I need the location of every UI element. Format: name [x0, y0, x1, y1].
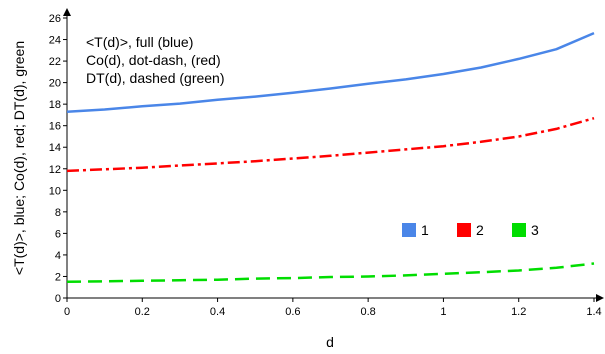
x-tick-label: 0.6: [285, 306, 300, 318]
y-tick-label: 4: [55, 250, 61, 262]
annotation-dt: DT(d), dashed (green): [86, 70, 225, 86]
annotation-t: <T(d)>, full (blue): [86, 34, 193, 50]
y-tick-label: 0: [55, 293, 61, 305]
x-axis-arrow-icon: [596, 294, 604, 302]
x-tick-label: 1.2: [511, 306, 526, 318]
x-tick-label: 1: [440, 306, 446, 318]
x-tick-label: 0: [64, 306, 70, 318]
x-tick-label: 0.4: [210, 306, 225, 318]
legend-label-2: 2: [476, 222, 484, 238]
legend-swatch-3: [512, 223, 526, 237]
annotation-block: <T(d)>, full (blue) Co(d), dot-dash, (re…: [86, 34, 225, 86]
annotation-co: Co(d), dot-dash, (red): [86, 52, 221, 68]
legend-label-3: 3: [531, 222, 539, 238]
y-tick-label: 8: [55, 207, 61, 219]
y-tick-label: 14: [49, 142, 61, 154]
x-tick-label: 1.4: [586, 306, 601, 318]
y-tick-label: 16: [49, 121, 61, 133]
x-axis-title: d: [326, 334, 334, 350]
y-tick-label: 10: [49, 185, 61, 197]
x-tick-label: 0.2: [135, 306, 150, 318]
x-tick-label: 0.8: [360, 306, 375, 318]
y-tick-label: 24: [49, 35, 61, 47]
series-line-1: [66, 31, 595, 113]
series-line-3: [66, 262, 595, 284]
series-layer: [66, 31, 595, 284]
legend: 1 2 3: [402, 222, 539, 238]
y-axis-arrow-icon: [63, 8, 71, 16]
legend-swatch-2: [457, 223, 471, 237]
y-axis-title: <T(d)>, blue; Co(d), red; DT(d), green: [11, 41, 27, 275]
y-tick-label: 20: [49, 78, 61, 90]
series-line-2: [66, 116, 595, 173]
legend-label-1: 1: [421, 222, 429, 238]
y-tick-label: 26: [49, 13, 61, 25]
legend-swatch-1: [402, 223, 416, 237]
y-tick-label: 22: [49, 56, 61, 68]
y-tick-label: 18: [49, 99, 61, 111]
y-tick-label: 12: [49, 164, 61, 176]
y-tick-label: 6: [55, 228, 61, 240]
y-tick-label: 2: [55, 271, 61, 283]
